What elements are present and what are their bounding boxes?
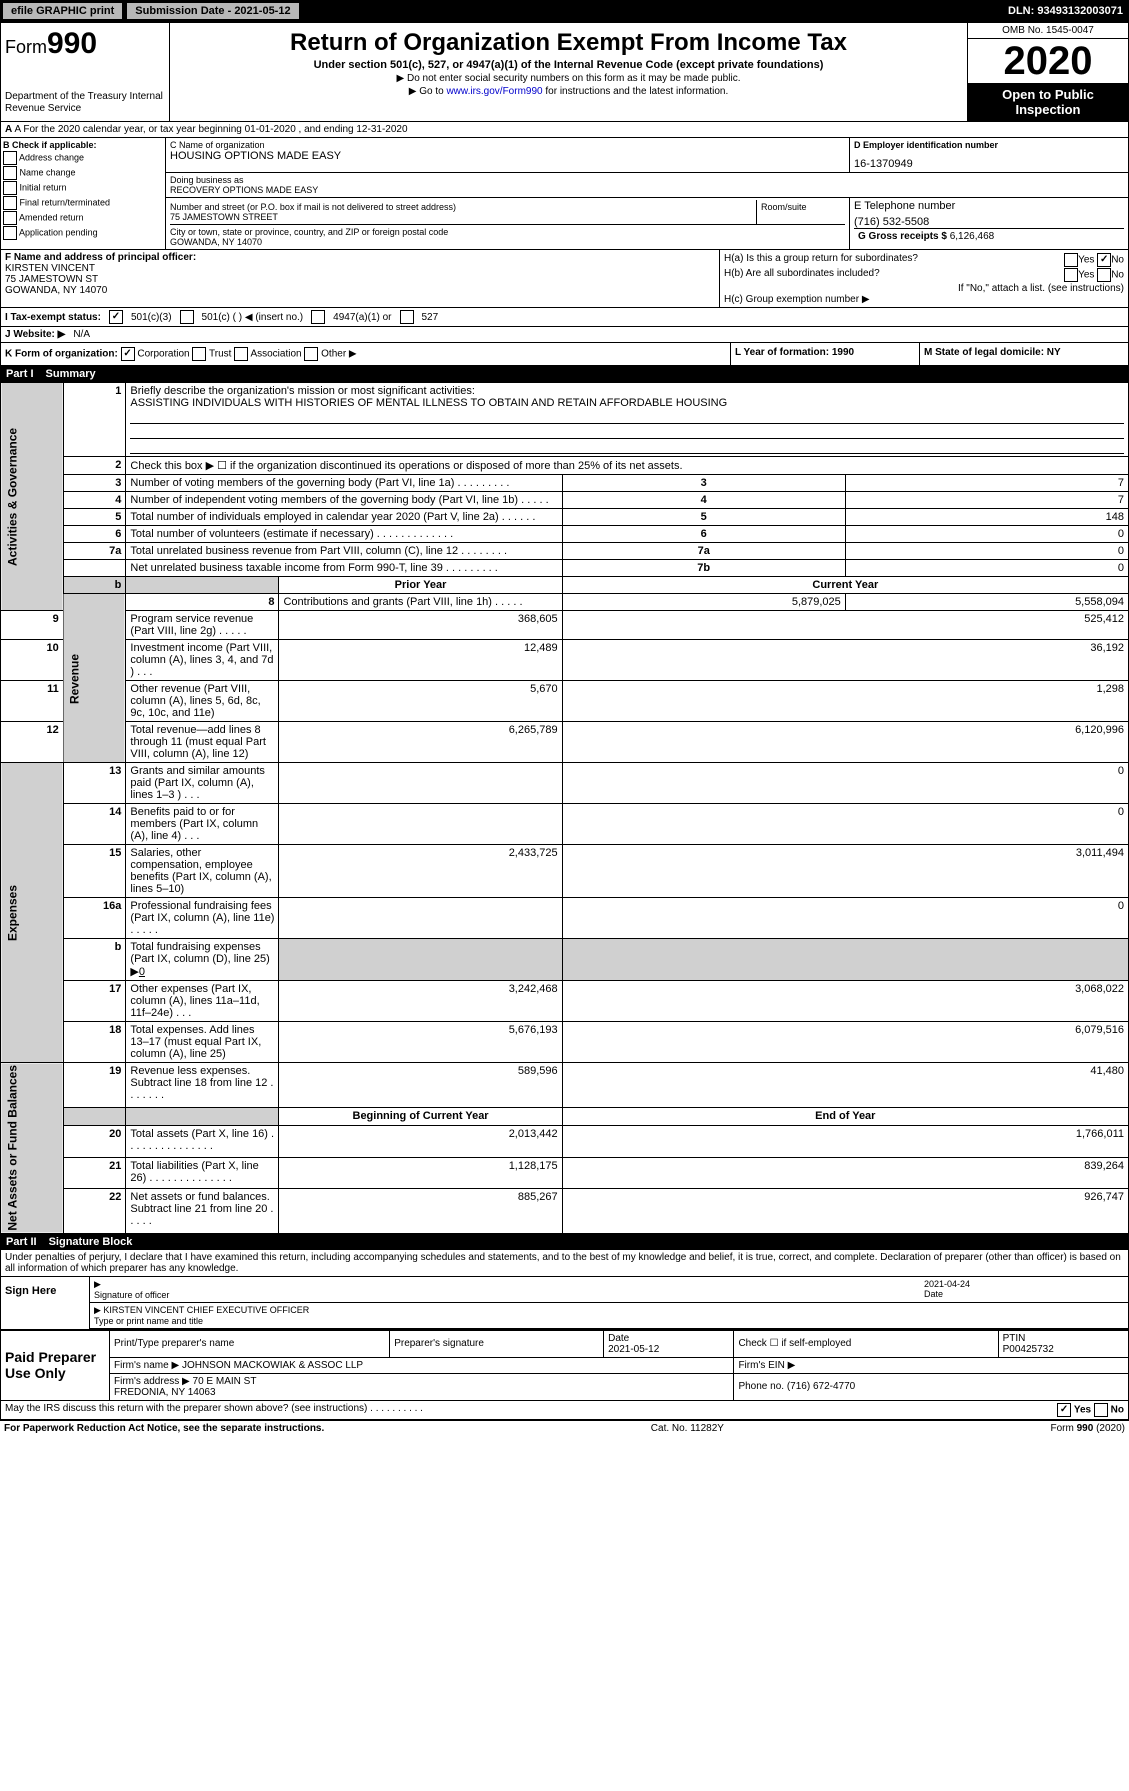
form-number: Form990: [5, 27, 165, 61]
omb-number: OMB No. 1545-0047: [968, 23, 1128, 39]
discuss-row: May the IRS discuss this return with the…: [0, 1401, 1129, 1420]
row-a-period: A A For the 2020 calendar year, or tax y…: [0, 122, 1129, 138]
phone-box: E Telephone number (716) 532-5508: [854, 200, 1124, 228]
suite-box: Room/suite: [756, 200, 845, 224]
submission-date: Submission Date - 2021-05-12: [127, 3, 298, 19]
website-row: J Website: ▶ N/A: [0, 327, 1129, 343]
irs-link[interactable]: www.irs.gov/Form990: [446, 86, 542, 97]
note-ssn: ▶ Do not enter social security numbers o…: [178, 73, 959, 84]
col-b-checkboxes: B Check if applicable: Address change Na…: [1, 138, 166, 249]
sign-here-label: Sign Here: [1, 1277, 90, 1329]
side-expenses: Expenses: [1, 763, 64, 1063]
side-netassets: Net Assets or Fund Balances: [1, 1063, 64, 1234]
tax-year: 2020: [968, 39, 1128, 83]
dba-box: Doing business as RECOVERY OPTIONS MADE …: [166, 173, 1128, 198]
street-box: Number and street (or P.O. box if mail i…: [170, 200, 756, 224]
note-link: ▶ Go to www.irs.gov/Form990 for instruct…: [178, 86, 959, 97]
dln: DLN: 93493132003071: [1008, 5, 1127, 17]
principal-officer: F Name and address of principal officer:…: [1, 250, 720, 307]
form-subtitle: Under section 501(c), 527, or 4947(a)(1)…: [178, 59, 959, 71]
part2-header: Part II Signature Block: [0, 1234, 1129, 1250]
top-bar: efile GRAPHIC print Submission Date - 20…: [0, 0, 1129, 22]
form-title: Return of Organization Exempt From Incom…: [178, 29, 959, 57]
form-header: Form990 Department of the Treasury Inter…: [0, 22, 1129, 122]
gross-receipts: G Gross receipts $ 6,126,468: [854, 228, 1124, 244]
part1-header: Part I Summary: [0, 366, 1129, 382]
k-row: K Form of organization: Corporation Trus…: [0, 343, 1129, 366]
sign-block: Sign Here ▶Signature of officer 2021-04-…: [0, 1277, 1129, 1330]
tax-status-row: I Tax-exempt status: 501(c)(3) 501(c) ( …: [0, 308, 1129, 327]
open-to-public: Open to Public Inspection: [968, 83, 1128, 121]
dept-treasury: Department of the Treasury Internal Reve…: [5, 91, 165, 115]
preparer-table: Paid Preparer Use Only Print/Type prepar…: [0, 1330, 1129, 1401]
city-box: City or town, state or province, country…: [170, 225, 845, 247]
perjury-text: Under penalties of perjury, I declare th…: [0, 1250, 1129, 1277]
summary-table: Activities & Governance 1 Briefly descri…: [0, 382, 1129, 1234]
side-governance: Activities & Governance: [1, 383, 64, 611]
efile-btn[interactable]: efile GRAPHIC print: [2, 2, 123, 20]
org-name-box: C Name of organization HOUSING OPTIONS M…: [166, 138, 849, 172]
paid-preparer-label: Paid Preparer Use Only: [1, 1330, 110, 1400]
mission-text: ASSISTING INDIVIDUALS WITH HISTORIES OF …: [130, 397, 727, 409]
ein-box: D Employer identification number 16-1370…: [849, 138, 1128, 172]
side-revenue: Revenue: [63, 594, 126, 763]
footer-row: For Paperwork Reduction Act Notice, see …: [0, 1421, 1129, 1436]
group-return: H(a) Is this a group return for subordin…: [720, 250, 1128, 307]
